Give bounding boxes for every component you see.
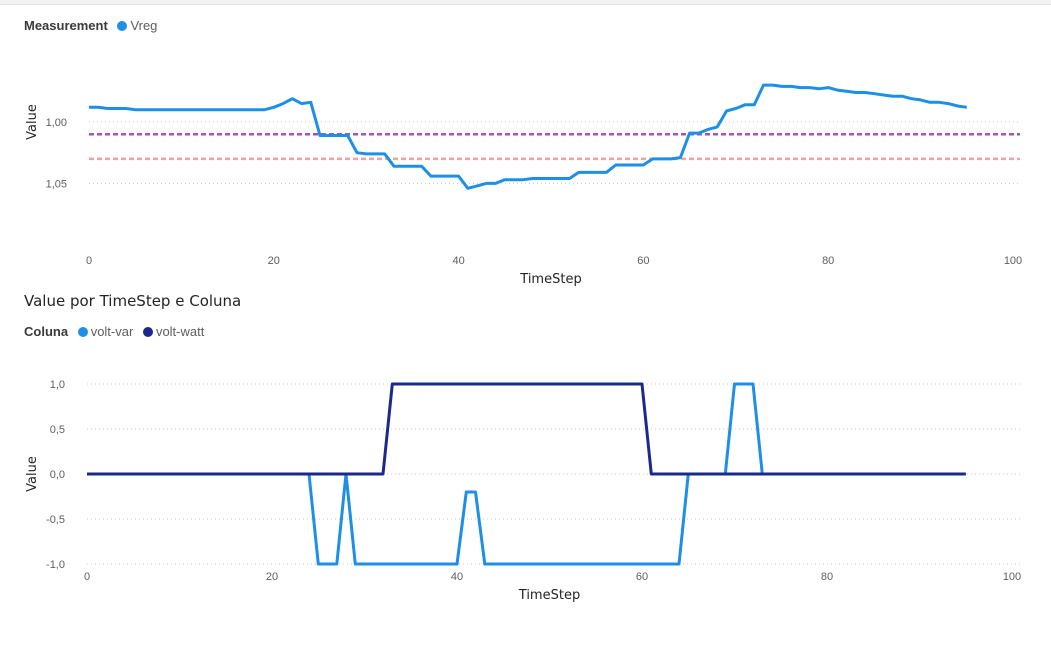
- y-tick-label: -1,0: [46, 559, 65, 571]
- x-tick-label: 80: [822, 255, 834, 267]
- chart-title: Value por TimeStep e Coluna: [24, 292, 242, 310]
- legend-item-volt-watt[interactable]: volt-watt: [142, 324, 205, 339]
- y-axis-label: Value: [25, 456, 40, 492]
- x-tick-label: 100: [1004, 255, 1022, 267]
- x-axis-label: TimeStep: [519, 272, 581, 287]
- legend-marker-volt-var: [77, 327, 88, 337]
- x-tick-label: 80: [821, 571, 833, 583]
- vreg-line-chart[interactable]: Measurement Vreg 1,00 1,05 0 20 40 60 80 100 Tim…: [0, 12, 1051, 294]
- series-line-vreg: [89, 83, 968, 190]
- y-tick-label: 1,00: [46, 117, 67, 129]
- legend-label-volt-var: volt-var: [90, 324, 134, 339]
- legend-marker-vreg: [117, 21, 128, 31]
- chart-plot-area: -1,0 -0,5 0,0 0,5 1,0 0 20 40 60 80 100 TimeStep Val…: [25, 379, 1021, 603]
- y-tick-label: 1,05: [46, 178, 67, 190]
- legend: Coluna volt-var volt-watt: [24, 324, 210, 339]
- y-tick-label: 0,0: [50, 469, 65, 481]
- x-tick-label: 100: [1003, 571, 1021, 583]
- volt-control-line-chart[interactable]: Value por TimeStep e Coluna Coluna volt-…: [0, 290, 1051, 610]
- legend-title: Coluna: [24, 324, 69, 339]
- x-tick-label: 0: [84, 571, 90, 583]
- series-line-volt-watt: [87, 382, 966, 476]
- x-tick-label: 60: [637, 255, 649, 267]
- legend: Measurement Vreg: [24, 18, 163, 33]
- x-tick-label: 40: [452, 255, 464, 267]
- x-axis-label: TimeStep: [518, 588, 580, 603]
- x-tick-label: 0: [86, 255, 92, 267]
- legend-title: Measurement: [24, 18, 108, 33]
- y-tick-label: 1,0: [50, 379, 65, 391]
- legend-marker-volt-watt: [142, 327, 153, 337]
- y-tick-label: 0,5: [50, 424, 65, 436]
- legend-item-vreg[interactable]: Vreg: [117, 18, 157, 33]
- x-tick-label: 60: [636, 571, 648, 583]
- series-line-volt-var: [87, 382, 966, 566]
- legend-label-vreg: Vreg: [130, 18, 158, 33]
- legend-label-volt-watt: volt-watt: [155, 324, 205, 339]
- y-tick-label: -0,5: [46, 514, 65, 526]
- x-tick-label: 40: [451, 571, 463, 583]
- top-strip: [0, 0, 1051, 5]
- chart-plot-area: 1,00 1,05 0 20 40 60 80 100 TimeStep Value: [25, 83, 1022, 287]
- y-axis-label: Value: [25, 104, 40, 140]
- legend-item-volt-var[interactable]: volt-var: [77, 324, 134, 339]
- x-tick-label: 20: [268, 255, 280, 267]
- x-tick-label: 20: [266, 571, 278, 583]
